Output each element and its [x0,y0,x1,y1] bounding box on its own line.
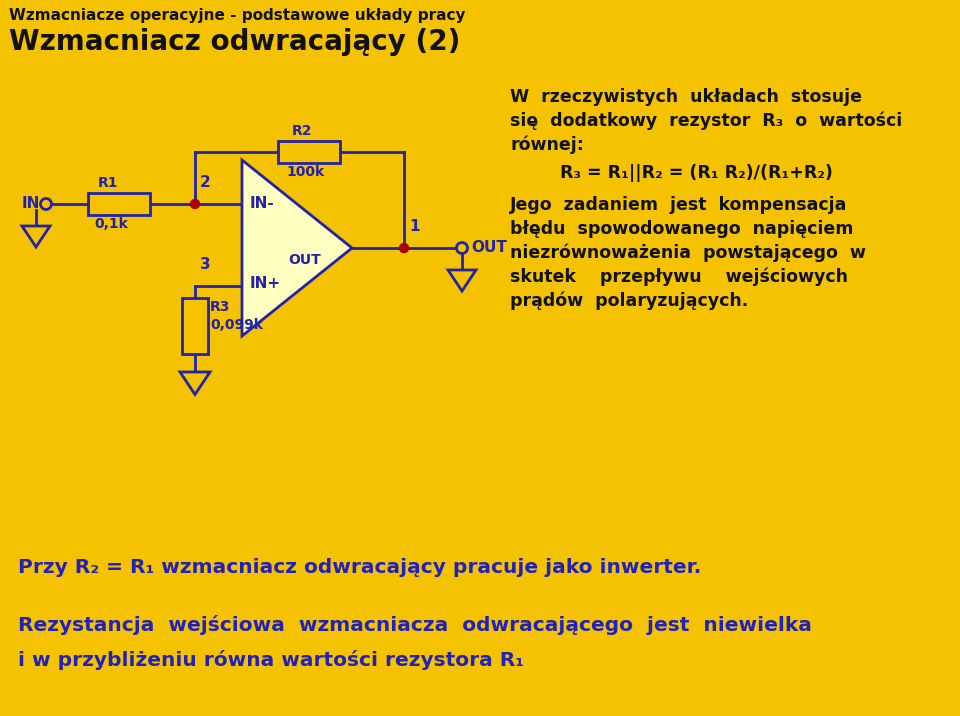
Text: niezrównoważenia  powstającego  w: niezrównoważenia powstającego w [510,244,866,263]
Text: IN+: IN+ [250,276,281,291]
Text: 1: 1 [409,219,420,234]
Text: IN-: IN- [250,196,275,211]
Text: 100k: 100k [286,165,324,179]
Polygon shape [22,226,50,247]
Bar [88,193,150,215]
Text: Jego  zadaniem  jest  kompensacja: Jego zadaniem jest kompensacja [510,196,848,214]
Text: i w przybliżeniu równa wartości rezystora R₁: i w przybliżeniu równa wartości rezystor… [18,650,524,670]
Text: OUT: OUT [471,241,507,256]
Text: R1: R1 [98,176,118,190]
Circle shape [40,198,52,210]
Text: W  rzeczywistych  układach  stosuje: W rzeczywistych układach stosuje [510,88,862,106]
Text: OUT: OUT [288,253,321,267]
Text: się  dodatkowy  rezystor  R₃  o  wartości: się dodatkowy rezystor R₃ o wartości [510,112,902,130]
Polygon shape [448,270,476,291]
Text: błędu  spowodowanego  napięciem: błędu spowodowanego napięciem [510,220,853,238]
Text: równej:: równej: [510,136,584,155]
Text: 0,099k: 0,099k [210,318,263,332]
Text: 0,1k: 0,1k [94,217,128,231]
Polygon shape [180,372,210,395]
Circle shape [457,243,468,253]
Bar [278,141,340,163]
Circle shape [190,200,200,208]
Text: 2: 2 [200,175,211,190]
Text: skutek    przepływu    wejściowych: skutek przepływu wejściowych [510,268,848,286]
Text: IN: IN [22,196,40,211]
Text: R₃ = R₁||R₂ = (R₁ R₂)/(R₁+R₂): R₃ = R₁||R₂ = (R₁ R₂)/(R₁+R₂) [560,164,833,182]
Circle shape [399,243,409,253]
Text: 3: 3 [200,257,210,272]
Text: Rezystancja  wejściowa  wzmacniacza  odwracającego  jest  niewielka: Rezystancja wejściowa wzmacniacza odwrac… [18,615,812,635]
Text: Wzmacniacz odwracający (2): Wzmacniacz odwracający (2) [9,28,461,56]
Text: prądów  polaryzujących.: prądów polaryzujących. [510,292,748,311]
Text: Wzmacniacze operacyjne - podstawowe układy pracy: Wzmacniacze operacyjne - podstawowe ukła… [9,8,466,23]
Text: R3: R3 [210,300,230,314]
Text: R2: R2 [292,124,313,138]
Text: Przy R₂ = R₁ wzmacniacz odwracający pracuje jako inwerter.: Przy R₂ = R₁ wzmacniacz odwracający prac… [18,558,701,577]
Bar [182,298,208,354]
Polygon shape [242,160,352,336]
